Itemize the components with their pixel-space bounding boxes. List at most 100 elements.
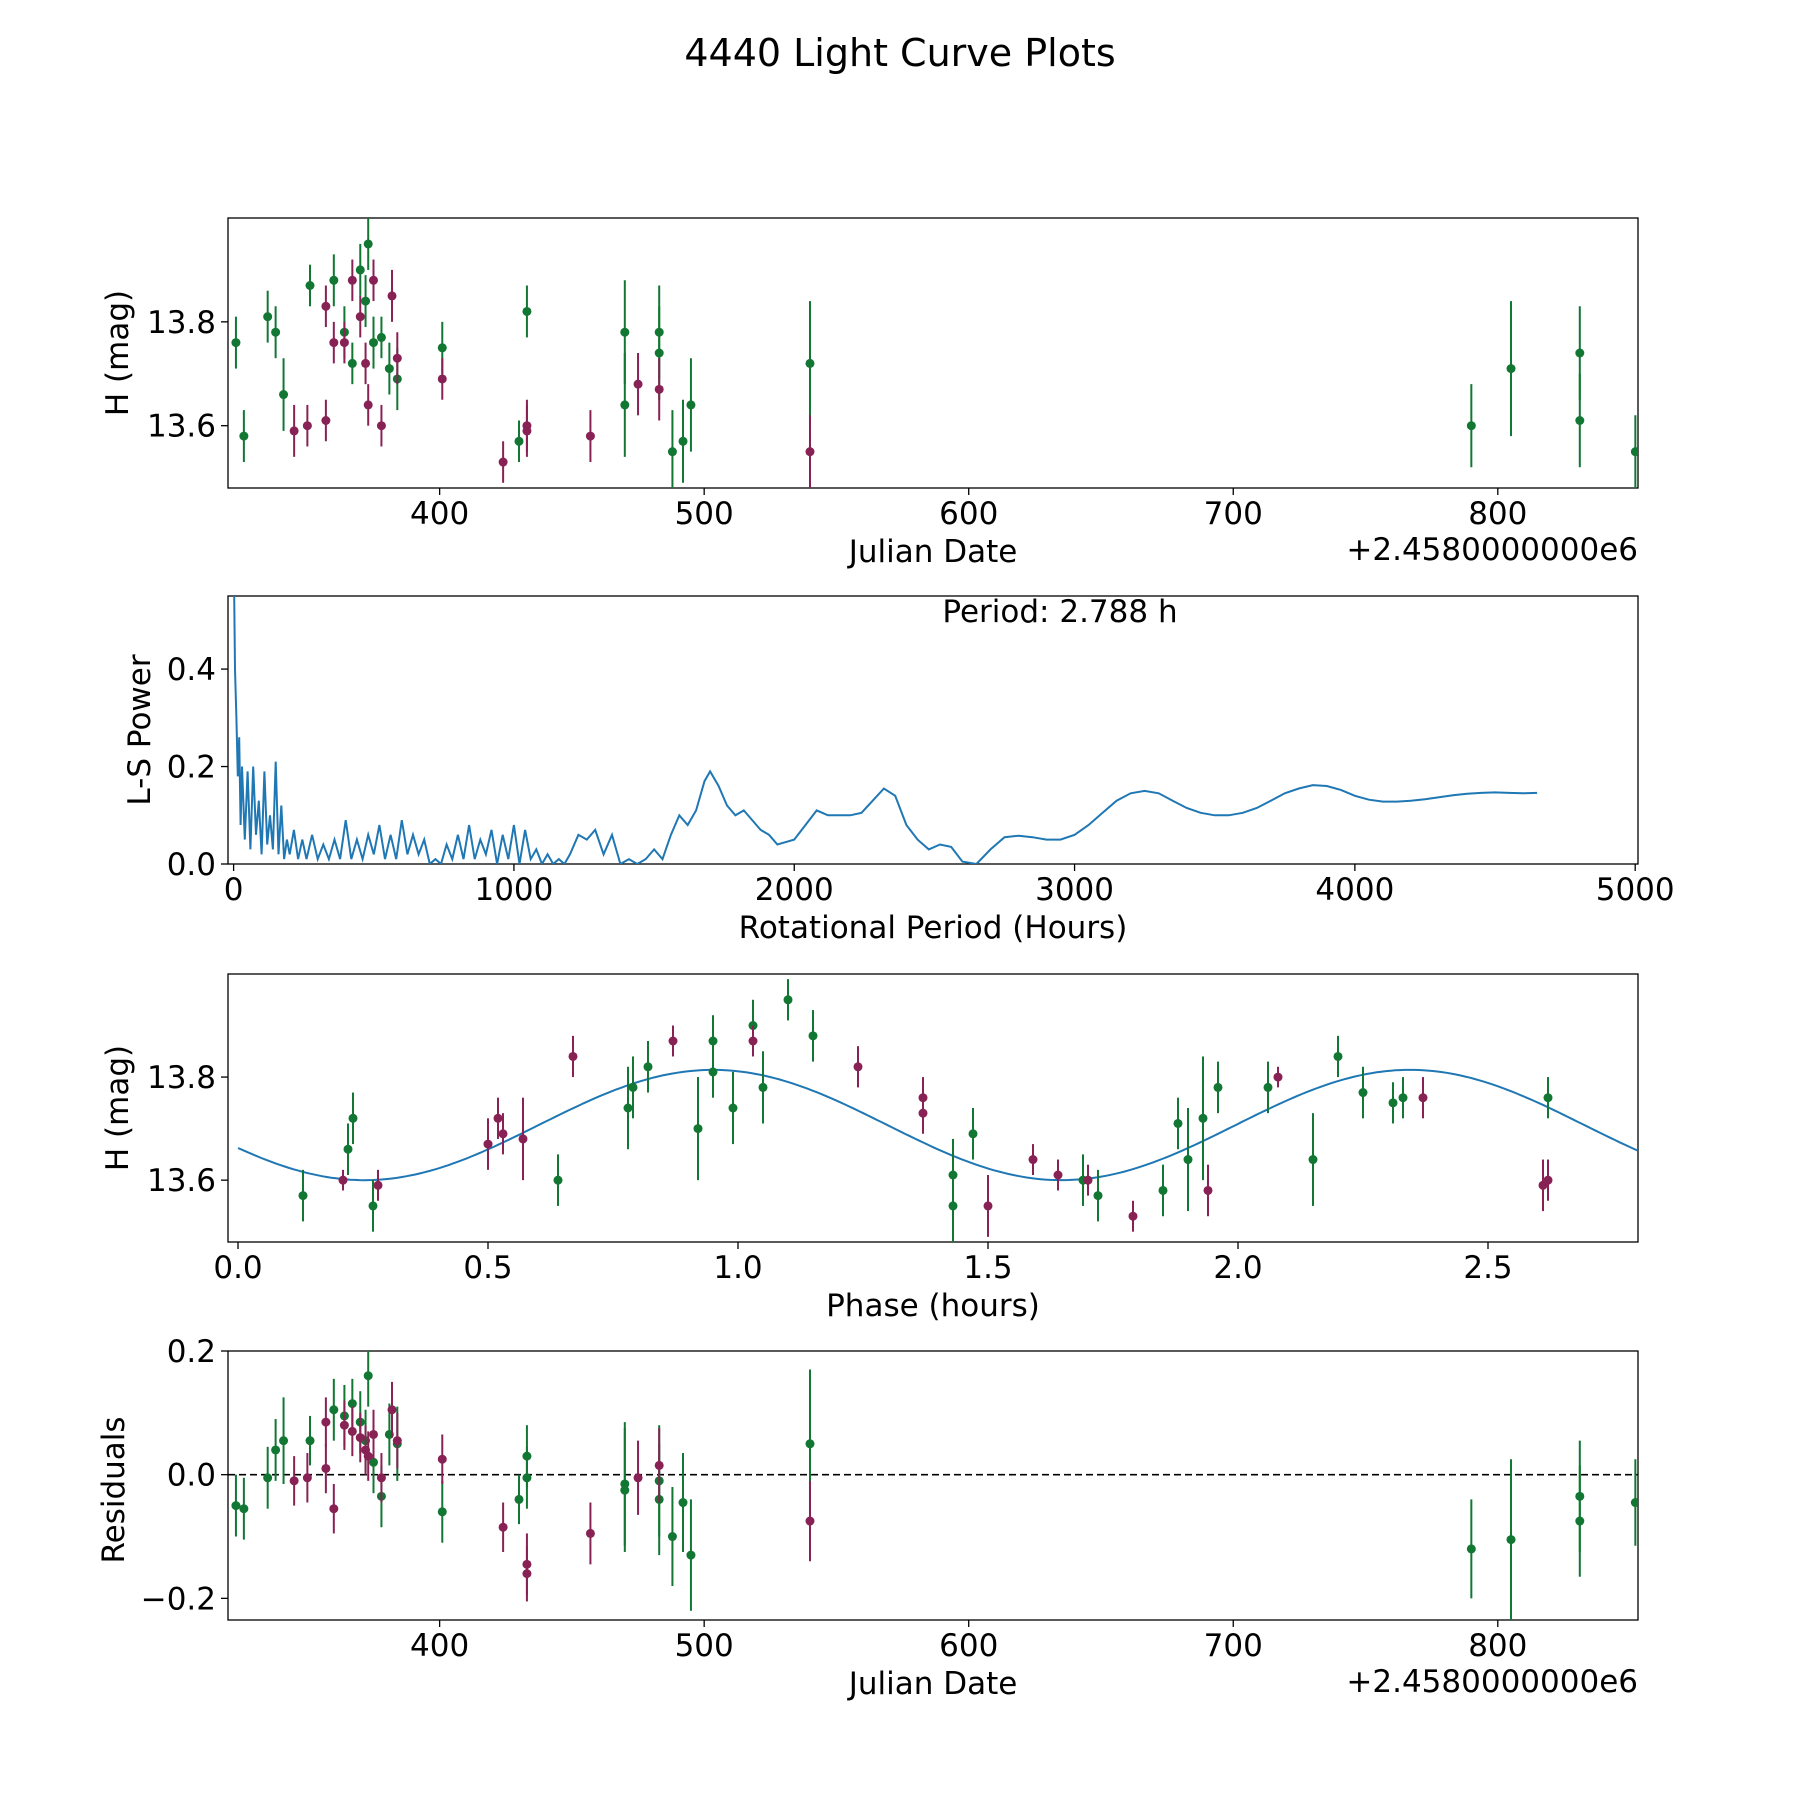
residuals-point-green xyxy=(363,1371,373,1381)
phased-xtick-label: 0.0 xyxy=(213,1250,262,1286)
residuals-point-green xyxy=(514,1494,524,1504)
light-curve-point-magenta xyxy=(339,338,349,348)
phased-point-magenta xyxy=(668,1036,678,1046)
light-curve-point-green xyxy=(361,296,371,306)
phased-point-green xyxy=(348,1113,358,1123)
residuals-point-green xyxy=(522,1473,532,1483)
phased-point-magenta xyxy=(518,1134,528,1144)
phased-xlabel: Phase (hours) xyxy=(826,1288,1040,1324)
light-curve-point-green xyxy=(231,338,241,348)
phased-point-magenta xyxy=(1083,1175,1093,1185)
periodogram-xtick-label: 2000 xyxy=(755,872,834,908)
light-curve-point-green xyxy=(384,364,394,374)
light-curve-point-magenta xyxy=(633,379,643,389)
light-curve-point-magenta xyxy=(289,426,299,436)
phased-point-green xyxy=(1093,1191,1103,1201)
residuals-xtick-label: 700 xyxy=(1204,1628,1263,1664)
residuals-point-magenta xyxy=(585,1528,595,1538)
residuals-point-magenta xyxy=(347,1426,357,1436)
phased-point-green xyxy=(693,1124,703,1134)
light-curve-point-green xyxy=(305,281,315,290)
residuals-point-magenta xyxy=(339,1420,349,1430)
residuals-xtick-label: 400 xyxy=(410,1628,469,1664)
light-curve-point-magenta xyxy=(355,312,365,322)
light-curve-point-magenta xyxy=(376,421,386,431)
phased-point-magenta xyxy=(1028,1155,1038,1165)
residuals-point-magenta xyxy=(376,1473,386,1483)
periodogram-line xyxy=(233,596,1538,864)
periodogram-xtick-label: 0 xyxy=(224,872,244,908)
residuals-xtick-label: 600 xyxy=(939,1628,998,1664)
residuals-point-green xyxy=(805,1439,815,1449)
periodogram-ytick-label: 0.0 xyxy=(167,847,216,883)
residuals-point-green xyxy=(678,1498,688,1508)
periodogram-xtick-label: 5000 xyxy=(1596,872,1675,908)
light-curve-point-magenta xyxy=(361,358,371,368)
light-curve-xtick-label: 700 xyxy=(1204,496,1263,532)
light-curve-point-green xyxy=(805,358,815,368)
periodogram-ytick-label: 0.2 xyxy=(167,750,216,786)
light-curve-point-magenta xyxy=(392,353,402,363)
light-curve-point-green xyxy=(667,447,677,457)
residuals-point-green xyxy=(263,1473,273,1483)
residuals-point-green xyxy=(231,1501,241,1511)
light-curve-point-green xyxy=(514,436,524,446)
phased-point-green xyxy=(643,1062,653,1072)
residuals-frame xyxy=(227,1350,1639,1621)
residuals-offset-text: +2.4580000000e6 xyxy=(1346,1664,1638,1700)
phased-point-green xyxy=(808,1031,818,1041)
residuals-panel: Julian Date Residuals +2.4580000000e6 40… xyxy=(96,1334,1639,1702)
phased-plot-area xyxy=(237,979,1638,1242)
phased-point-green xyxy=(1183,1155,1193,1165)
residuals-point-magenta xyxy=(387,1405,397,1415)
light-curve-point-green xyxy=(279,390,289,400)
periodogram-ytick-label: 0.4 xyxy=(167,652,216,688)
phased-point-magenta xyxy=(1543,1175,1553,1185)
phased-point-green xyxy=(1263,1082,1273,1092)
residuals-point-green xyxy=(279,1436,289,1446)
light-curve-point-magenta xyxy=(321,416,331,425)
phased-point-magenta xyxy=(493,1113,503,1123)
light-curve-point-green xyxy=(1575,416,1585,425)
phased-frame xyxy=(227,973,1639,1243)
light-curve-point-magenta xyxy=(329,338,339,348)
periodogram-xtick-label: 3000 xyxy=(1035,872,1114,908)
phased-xtick-label: 1.5 xyxy=(963,1250,1012,1286)
period-annotation: Period: 2.788 h xyxy=(942,594,1177,630)
light-curve-point-magenta xyxy=(387,291,397,301)
phased-point-green xyxy=(948,1201,958,1211)
light-curve-offset-text: +2.4580000000e6 xyxy=(1346,532,1638,568)
light-curve-point-magenta xyxy=(437,374,447,384)
residuals-point-magenta xyxy=(321,1417,331,1427)
phased-ytick-label: 13.8 xyxy=(147,1060,216,1096)
residuals-point-magenta xyxy=(437,1454,447,1464)
phased-point-green xyxy=(1543,1093,1553,1103)
light-curve-ytick-label: 13.8 xyxy=(147,305,216,341)
phased-point-magenta xyxy=(1273,1072,1283,1082)
periodogram-xtick-label: 1000 xyxy=(474,872,553,908)
residuals-point-magenta xyxy=(522,1569,532,1579)
phased-point-green xyxy=(728,1103,738,1113)
residuals-point-green xyxy=(271,1445,281,1455)
phased-point-green xyxy=(758,1082,768,1092)
periodogram-panel: Period: 2.788 h Rotational Period (Hours… xyxy=(122,594,1675,946)
light-curve-point-green xyxy=(678,436,688,446)
phased-point-green xyxy=(628,1082,638,1092)
phased-point-green xyxy=(368,1201,378,1211)
phased-point-green xyxy=(343,1144,353,1154)
phased-point-magenta xyxy=(1128,1211,1138,1221)
light-curve-ytick-label: 13.6 xyxy=(147,409,216,445)
light-curve-point-magenta xyxy=(347,275,357,285)
residuals-point-green xyxy=(329,1405,339,1415)
residuals-point-magenta xyxy=(633,1473,643,1483)
phased-point-green xyxy=(1198,1113,1208,1123)
light-curve-point-magenta xyxy=(368,275,378,285)
residuals-point-magenta xyxy=(363,1451,373,1461)
light-curve-xtick-label: 800 xyxy=(1468,496,1527,532)
phased-fit-curve xyxy=(237,1068,1638,1182)
light-curve-point-green xyxy=(239,431,249,441)
phased-point-magenta xyxy=(373,1180,383,1190)
light-curve-point-green xyxy=(363,239,373,249)
phased-point-magenta xyxy=(338,1175,348,1185)
light-curve-xtick-label: 600 xyxy=(939,496,998,532)
